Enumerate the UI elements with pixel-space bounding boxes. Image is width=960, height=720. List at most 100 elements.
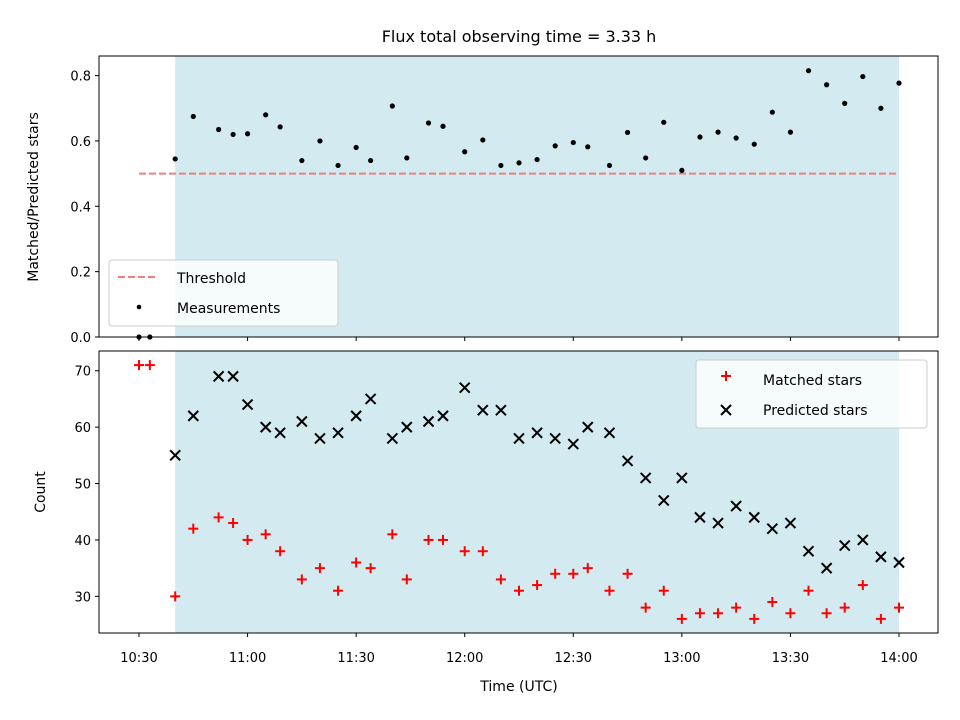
x-tick-label: 13:00 xyxy=(663,651,700,666)
measurement-point xyxy=(230,131,236,138)
matched-point xyxy=(568,568,579,579)
x-tick-label: 13:30 xyxy=(772,651,809,666)
predicted-point xyxy=(658,494,670,507)
measurement-point xyxy=(389,103,395,109)
matched-point xyxy=(875,613,886,624)
x-axis-label: Time (UTC) xyxy=(479,679,557,695)
ratio-y-tick-label: 0.2 xyxy=(70,266,91,281)
measurement-point xyxy=(715,129,721,135)
predicted-point-stroke xyxy=(839,539,851,552)
count-y-tick-label: 70 xyxy=(74,365,91,380)
matched-point xyxy=(438,534,448,545)
matched-point xyxy=(296,574,307,585)
matched-point xyxy=(857,580,868,591)
measurement-point xyxy=(570,139,576,146)
measurement-point xyxy=(368,157,374,164)
measurement-point xyxy=(404,155,410,161)
matched-point xyxy=(134,360,144,371)
predicted-point-stroke xyxy=(784,517,797,529)
matched-point xyxy=(582,563,593,574)
matched-point xyxy=(387,529,398,540)
predicted-point xyxy=(766,522,779,535)
legend-predicted-swatch xyxy=(720,404,732,416)
predicted-point xyxy=(603,427,616,439)
matched-point xyxy=(351,557,362,568)
predicted-point xyxy=(259,421,272,433)
predicted-point-stroke xyxy=(187,410,199,422)
legend-matched-label: Matched stars xyxy=(763,373,862,389)
matched-point xyxy=(170,591,181,602)
predicted-point-stroke xyxy=(274,427,286,439)
predicted-point-stroke xyxy=(314,432,326,445)
predicted-point xyxy=(639,472,652,484)
predicted-point-stroke xyxy=(332,427,344,439)
predicted-point xyxy=(296,415,308,428)
measurement-point xyxy=(606,162,613,169)
x-tick-label: 11:30 xyxy=(337,651,374,666)
matched-point xyxy=(260,529,271,540)
measurement-point xyxy=(787,129,794,135)
count-y-tick-label: 30 xyxy=(74,590,91,605)
x-tick-label: 12:30 xyxy=(555,651,592,666)
chart-title: Flux total observing time = 3.33 h xyxy=(382,27,657,46)
measurement-point xyxy=(679,167,685,173)
ratio-y-tick-label: 0.4 xyxy=(70,200,91,215)
predicted-point-stroke xyxy=(437,410,449,422)
measurement-point xyxy=(244,131,251,137)
predicted-point-stroke xyxy=(364,393,377,405)
count-y-tick-label: 40 xyxy=(74,534,91,549)
predicted-point-stroke xyxy=(227,370,239,383)
count-y-axis-label: Count xyxy=(33,471,49,513)
matched-point xyxy=(213,512,224,523)
legend-predicted-label: Predicted stars xyxy=(763,403,868,419)
measurement-point xyxy=(534,156,540,163)
predicted-point-stroke xyxy=(531,427,543,439)
predicted-point-stroke xyxy=(169,449,181,462)
x-tick-label: 11:00 xyxy=(229,651,266,666)
ratio-legend-box xyxy=(108,259,339,327)
predicted-point xyxy=(227,370,239,383)
count-panel-frame xyxy=(98,350,939,634)
measurement-point xyxy=(216,126,222,133)
legend-threshold-label: Threshold xyxy=(176,271,246,287)
matched-point xyxy=(495,574,506,585)
ratio-legend: Threshold Measurements xyxy=(108,259,339,327)
measurement-point xyxy=(353,144,359,151)
predicted-point xyxy=(567,438,579,450)
predicted-point xyxy=(386,432,399,445)
measurement-point xyxy=(516,160,522,166)
ratio-y-tick-label: 0.0 xyxy=(70,331,91,346)
predicted-point xyxy=(350,410,362,422)
predicted-point xyxy=(187,410,199,422)
measurement-point xyxy=(733,135,739,141)
ratio-y-tick-label: 0.8 xyxy=(70,70,91,85)
count-legend-box xyxy=(695,359,928,429)
matched-point xyxy=(514,585,524,596)
predicted-point xyxy=(820,562,833,574)
measurement-point xyxy=(643,155,649,161)
measurement-point xyxy=(277,124,283,130)
x-tick-label: 12:00 xyxy=(446,651,483,666)
predicted-point xyxy=(212,370,225,383)
predicted-point-stroke xyxy=(386,432,399,445)
predicted-point-stroke xyxy=(477,404,489,416)
ratio-y-axis-label: Matched/Predicted stars xyxy=(26,112,42,282)
x-tick-label: 14:00 xyxy=(880,651,917,666)
matched-point xyxy=(676,613,687,624)
matched-point xyxy=(188,523,199,534)
measurement-point xyxy=(299,157,305,164)
predicted-point-stroke xyxy=(350,410,362,422)
predicted-point-stroke xyxy=(459,381,471,394)
predicted-point-stroke xyxy=(748,511,760,524)
matched-point xyxy=(694,608,705,619)
predicted-point-stroke xyxy=(259,421,272,433)
predicted-point xyxy=(802,545,815,557)
measurement-point xyxy=(842,100,848,106)
predicted-point-stroke xyxy=(766,522,779,535)
predicted-point-stroke xyxy=(296,415,308,428)
predicted-point xyxy=(274,427,286,439)
matched-point xyxy=(658,585,669,596)
predicted-point-stroke xyxy=(621,455,634,467)
predicted-point xyxy=(857,534,869,546)
